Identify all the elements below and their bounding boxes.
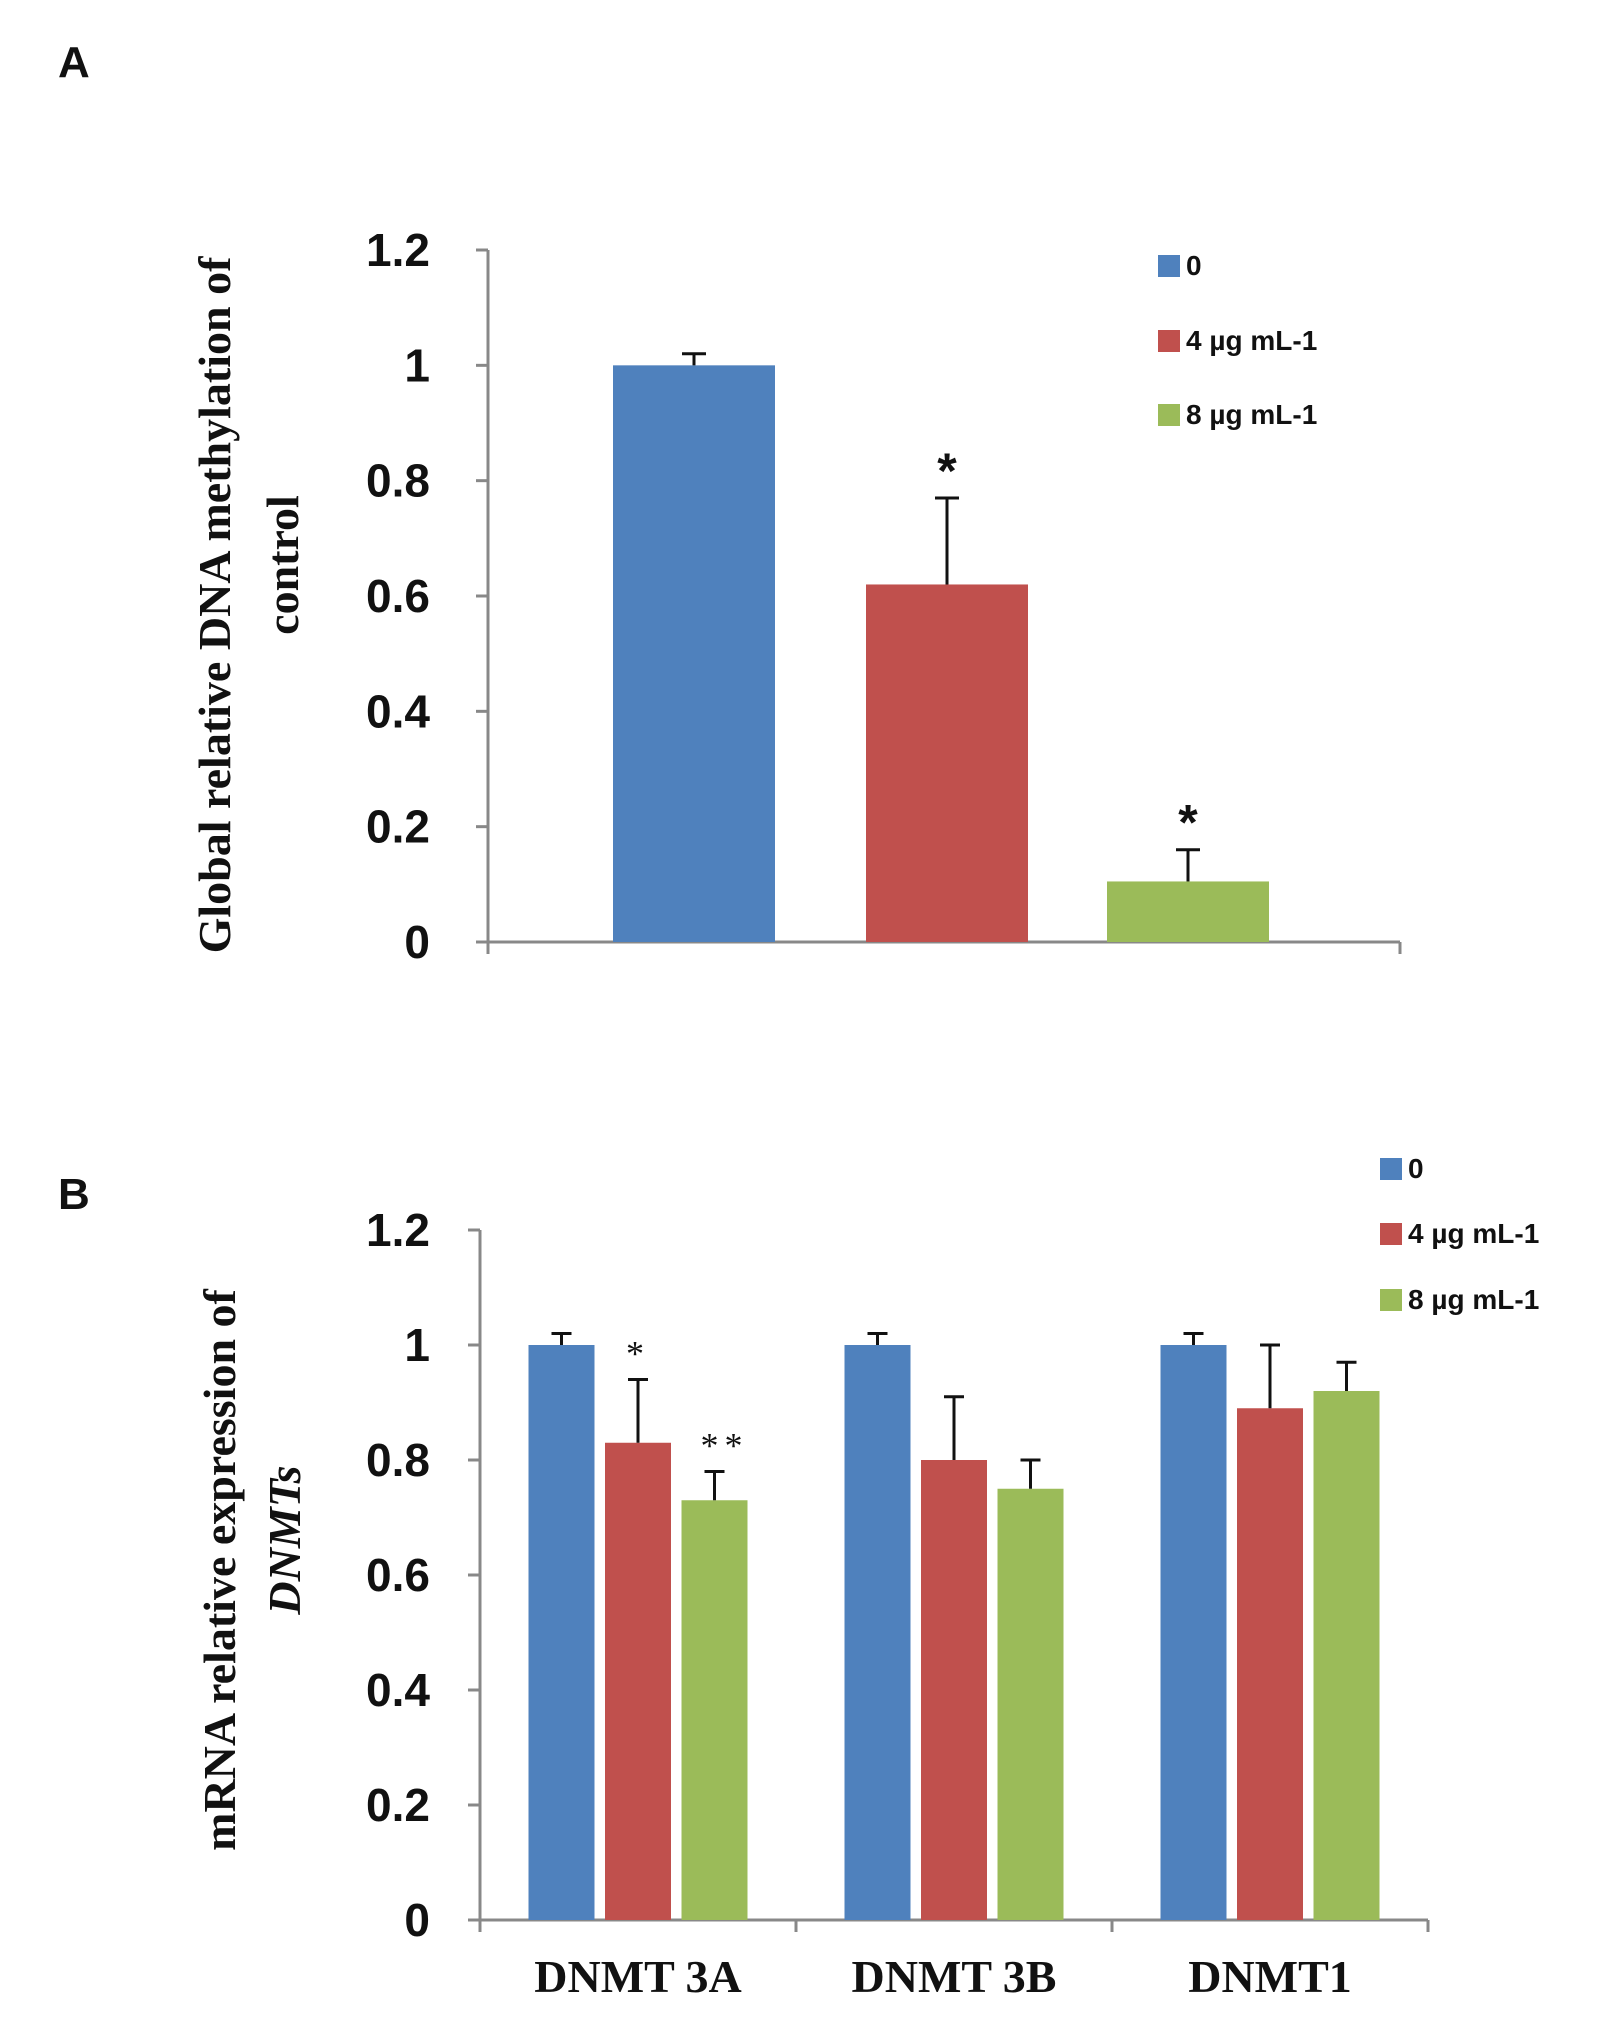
y-tick-label: 0.4 (366, 1664, 430, 1716)
y-tick-label: 0.8 (366, 455, 430, 507)
bar (1313, 1391, 1380, 1920)
bar (866, 584, 1028, 942)
legend-swatch (1158, 404, 1180, 426)
y-tick-label: 0.6 (366, 570, 430, 622)
legend-label: 0 (1186, 250, 1202, 281)
legend-label: 4 µg mL-1 (1186, 325, 1317, 356)
significance-marker: * (626, 1334, 650, 1374)
x-category-label: DNMT 3B (852, 1951, 1057, 2002)
x-category-label: DNMT 3A (534, 1951, 741, 2002)
legend-label: 8 µg mL-1 (1408, 1284, 1539, 1315)
bar (921, 1460, 987, 1920)
y-tick-label: 1 (404, 1319, 430, 1371)
y-axis-label-line1: mRNA relative expression of (194, 1288, 245, 1850)
bar (1160, 1345, 1227, 1920)
legend-swatch (1158, 255, 1180, 277)
bar (997, 1488, 1064, 1920)
y-axis-label-line1: Global relative DNA methylation of (189, 256, 240, 953)
chart-a: 0 0.2 0.4 0.6 0.8 1 1.2 Global relative DNA met… (189, 224, 1402, 968)
legend-label: 0 (1408, 1153, 1424, 1184)
bar (528, 1345, 595, 1920)
legend-label: 8 µg mL-1 (1186, 399, 1317, 430)
y-tick-label: 0.8 (366, 1434, 430, 1486)
legend-swatch (1380, 1223, 1402, 1245)
legend-label: 4 µg mL-1 (1408, 1218, 1539, 1249)
legend-swatch (1380, 1158, 1402, 1180)
y-tick-label: 0.2 (366, 801, 430, 853)
y-tick-label: 0 (404, 916, 430, 968)
significance-marker: * (1178, 795, 1198, 851)
bar (681, 1500, 748, 1920)
y-tick-label: 0.2 (366, 1779, 430, 1831)
panel-label-a: A (58, 38, 90, 87)
y-axis-label-line2: DNMTs (259, 1465, 310, 1615)
y-tick-label: 1.2 (366, 1204, 430, 1256)
legend-swatch (1158, 330, 1180, 352)
bar (605, 1442, 671, 1920)
y-tick-label: 0.4 (366, 685, 430, 737)
bar (1237, 1408, 1303, 1920)
bar (1107, 881, 1269, 942)
y-tick-label: 0.6 (366, 1549, 430, 1601)
y-axis-label-line2: control (257, 495, 308, 635)
x-category-label: DNMT1 (1188, 1951, 1352, 2002)
panel-label-b: B (58, 1170, 90, 1219)
y-tick-label: 1.2 (366, 224, 430, 276)
y-tick-label: 1 (404, 339, 430, 391)
significance-marker: ** (701, 1426, 749, 1466)
bar (613, 365, 775, 942)
bar (844, 1345, 911, 1920)
significance-marker: * (937, 443, 957, 499)
legend-swatch (1380, 1289, 1402, 1311)
y-tick-label: 0 (404, 1894, 430, 1946)
